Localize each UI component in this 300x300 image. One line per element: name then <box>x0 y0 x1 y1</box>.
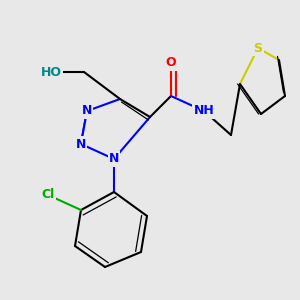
Text: N: N <box>82 104 92 118</box>
Text: NH: NH <box>194 104 214 118</box>
Text: O: O <box>166 56 176 70</box>
Text: N: N <box>109 152 119 166</box>
Text: N: N <box>76 137 86 151</box>
Text: S: S <box>254 41 262 55</box>
Text: HO: HO <box>40 65 61 79</box>
Text: Cl: Cl <box>41 188 55 202</box>
